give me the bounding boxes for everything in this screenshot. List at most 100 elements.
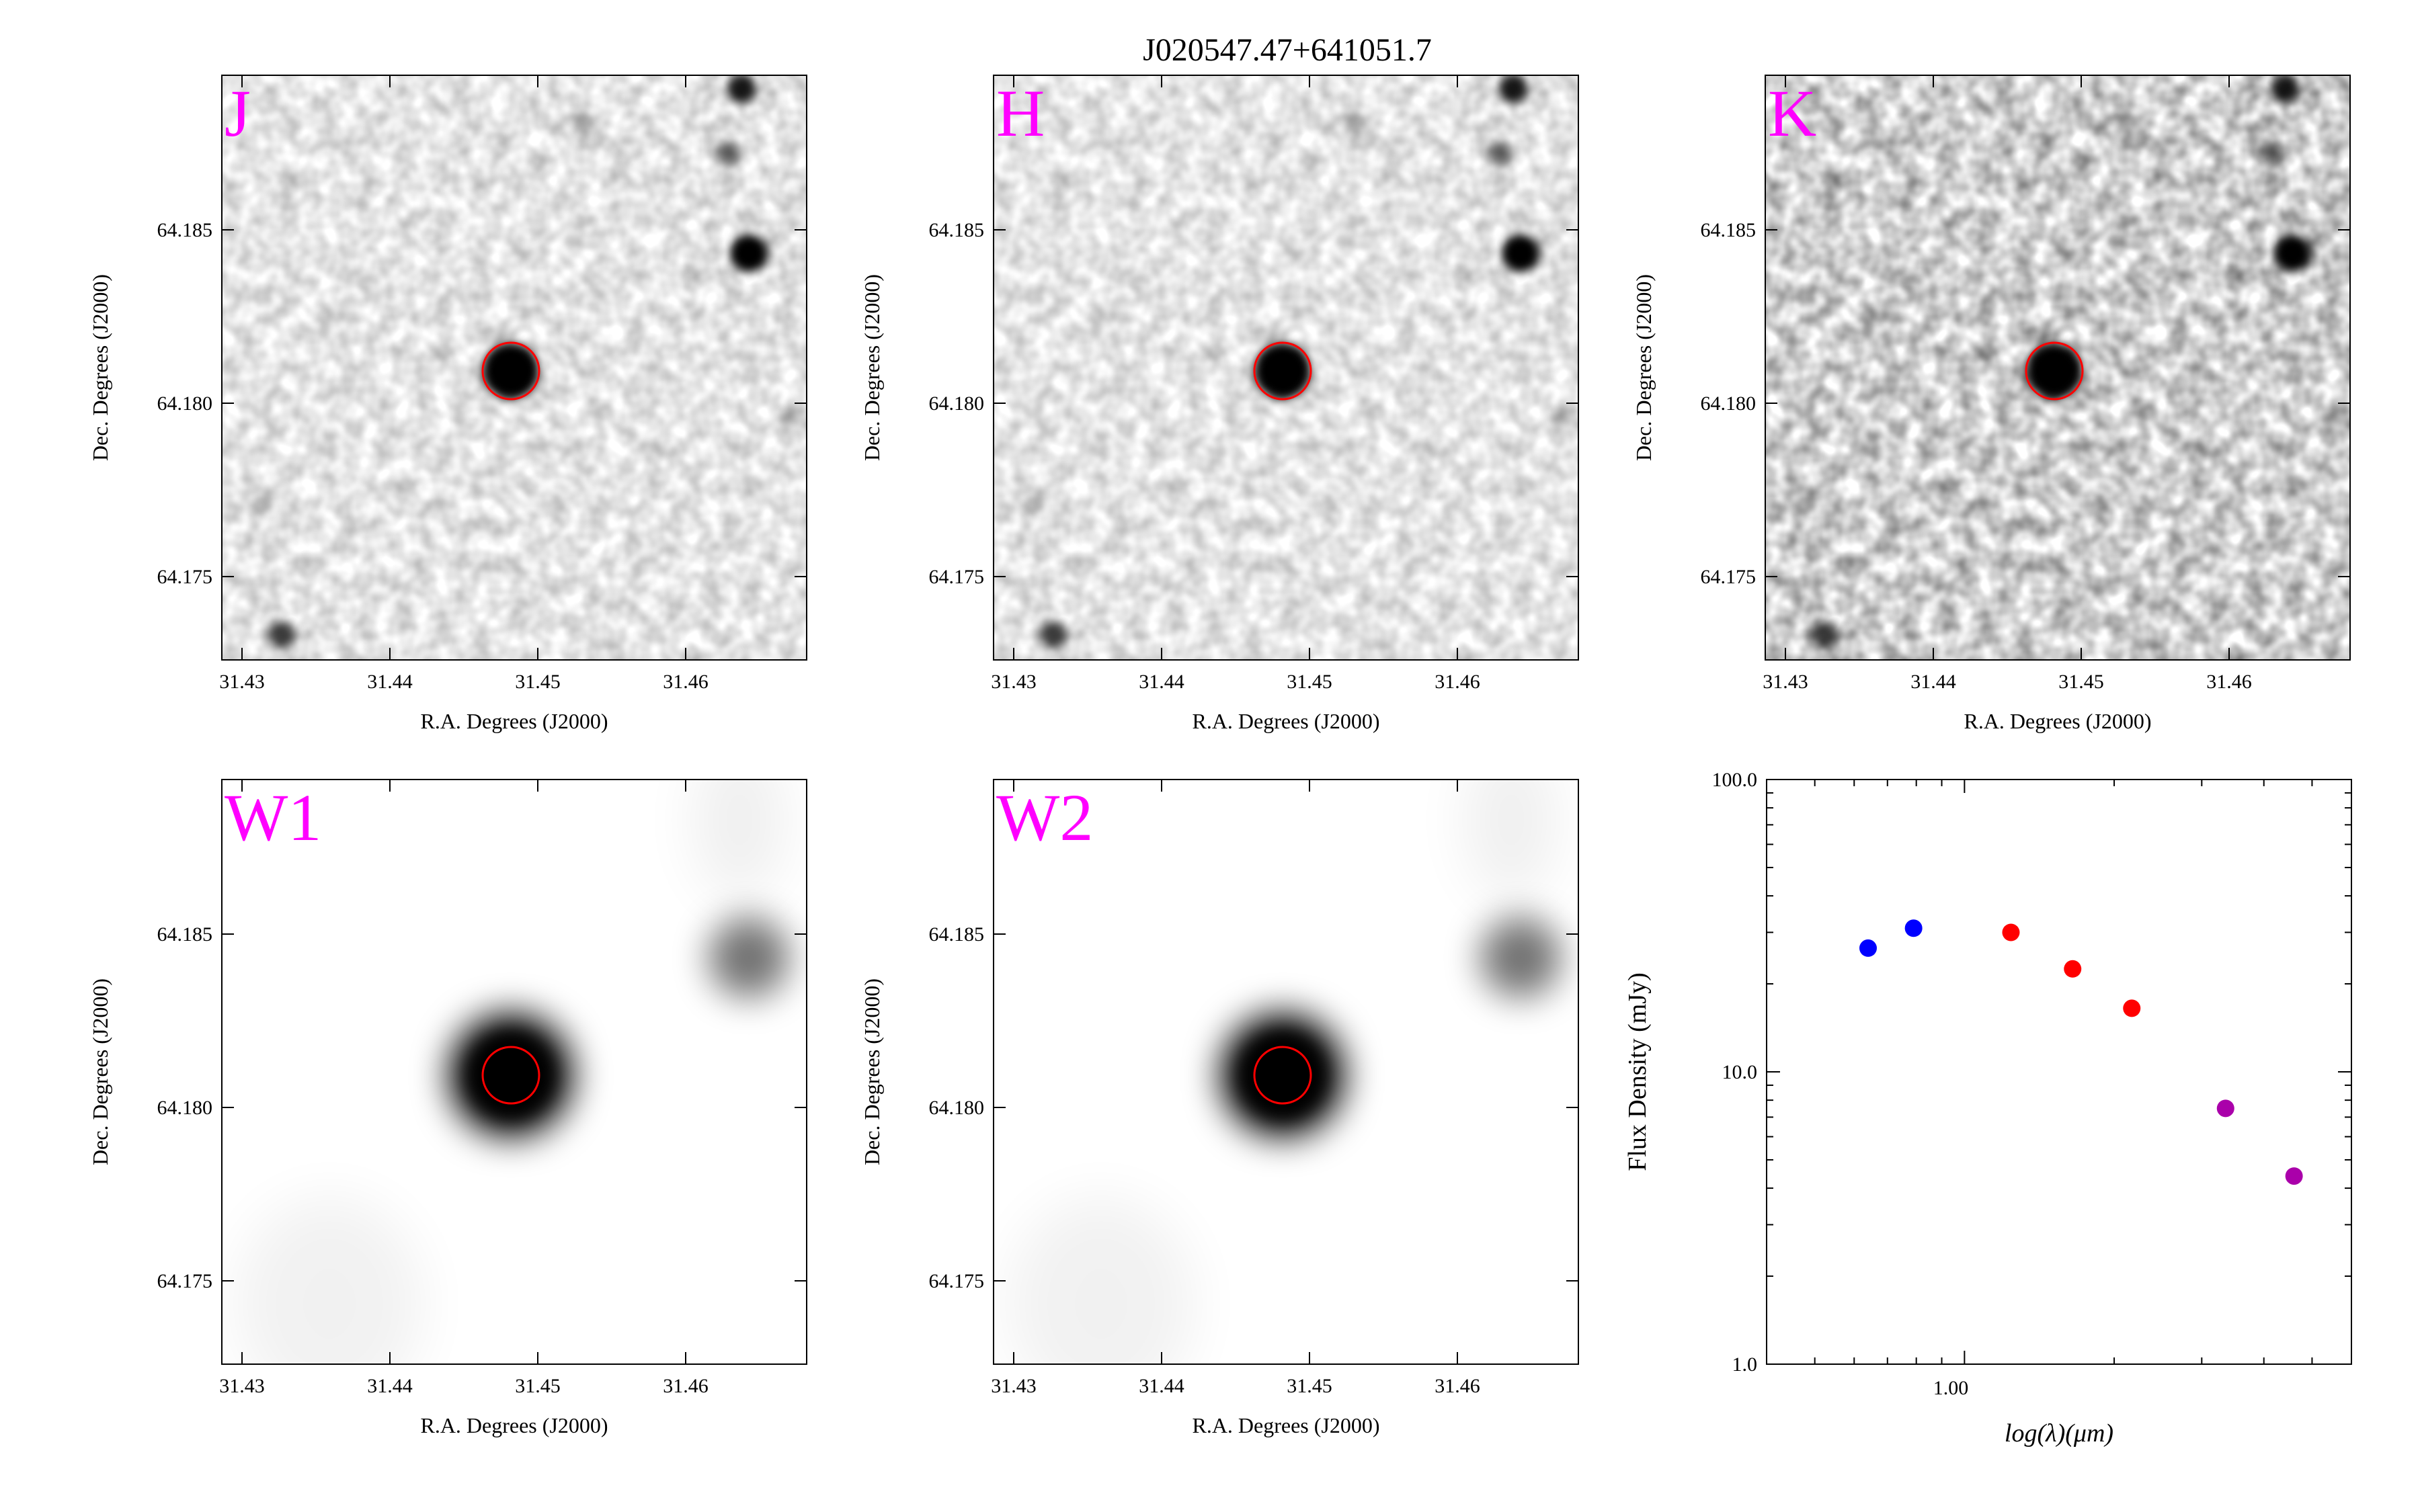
field-star	[2259, 142, 2284, 166]
field-star	[1796, 496, 1815, 515]
field-star	[269, 621, 296, 648]
panel-frame	[221, 75, 807, 661]
y-axis-label: Dec. Degrees (J2000)	[860, 274, 884, 461]
sed-point	[1859, 939, 1877, 957]
dec-tick-label: 64.180	[157, 392, 213, 415]
sed-ytick-label: 100.0	[1712, 769, 1758, 791]
diffuse-emission	[692, 780, 787, 900]
field-star	[1024, 496, 1043, 515]
sed-point	[2002, 923, 2020, 941]
aperture-circle	[1253, 1046, 1312, 1105]
sed-ytick-label: 10.0	[1722, 1061, 1758, 1083]
x-axis-label: R.A. Degrees (J2000)	[420, 1413, 608, 1437]
dec-tick-label: 64.185	[929, 219, 985, 241]
dec-tick-label: 64.180	[929, 1097, 985, 1119]
sed-xtick-label: 1.00	[1933, 1377, 1969, 1399]
ra-tick-label: 31.46	[663, 1375, 709, 1397]
field-star	[1551, 407, 1570, 426]
cutout-image	[222, 75, 807, 660]
dec-tick-label: 64.185	[1701, 219, 1757, 241]
sed-point	[2123, 999, 2141, 1017]
band-label: W2	[996, 780, 1093, 855]
dec-tick-label: 64.185	[929, 923, 985, 946]
image-panel-w1: 31.43 31.44 31.45 31.46 64.185 64.180 64.175 W1…	[88, 779, 807, 1437]
sed-point	[1904, 919, 1923, 937]
panel-frame	[993, 75, 1579, 661]
sed-point	[2216, 1099, 2234, 1118]
panel-frame	[993, 779, 1579, 1365]
dec-tick-label: 64.175	[157, 1270, 213, 1292]
field-star	[1480, 917, 1561, 998]
aperture-circle	[481, 341, 540, 401]
ra-tick-label: 31.46	[2206, 671, 2252, 693]
field-star	[1254, 343, 1311, 399]
cutout-image	[1765, 75, 2350, 660]
ra-tick-label: 31.43	[991, 671, 1037, 693]
field-star	[1344, 114, 1366, 135]
ra-tick-label: 31.43	[991, 1375, 1037, 1397]
field-star	[727, 75, 756, 103]
diffuse-emission	[235, 1196, 424, 1364]
field-star	[716, 142, 740, 166]
sed-ytick-label: 1.0	[1732, 1353, 1758, 1376]
dec-tick-label: 64.175	[929, 1270, 985, 1292]
image-panel-j: 31.43 31.44 31.45 31.46 64.185 64.180 64.175 J R…	[88, 75, 807, 733]
ra-tick-label: 31.45	[515, 1375, 561, 1397]
ra-tick-label: 31.44	[1139, 1375, 1184, 1397]
field-star	[2323, 407, 2342, 426]
ra-tick-label: 31.43	[219, 1375, 265, 1397]
ra-tick-label: 31.46	[1435, 1375, 1480, 1397]
band-label: H	[996, 76, 1045, 151]
x-axis-label: R.A. Degrees (J2000)	[1964, 709, 2151, 733]
x-axis-label: R.A. Degrees (J2000)	[1192, 1413, 1379, 1437]
cutout-image	[994, 75, 1578, 660]
field-star	[1041, 621, 1067, 648]
field-star	[709, 917, 789, 998]
image-panel-grid: 31.43 31.44 31.45 31.46 64.185 64.180 64.175 J R…	[88, 75, 2351, 1437]
ra-tick-label: 31.46	[1435, 671, 1480, 693]
dec-tick-label: 64.185	[157, 219, 213, 241]
field-star	[730, 235, 768, 272]
field-star	[2273, 235, 2311, 272]
y-axis-label: Dec. Degrees (J2000)	[860, 978, 884, 1165]
field-star	[2026, 343, 2083, 399]
band-label: J	[225, 76, 251, 151]
sed-x-axis-label: log(λ)(μm)	[2005, 1419, 2113, 1447]
field-star	[1502, 235, 1539, 272]
dec-tick-label: 64.175	[1701, 566, 1757, 588]
aperture-circle	[481, 1046, 540, 1105]
ra-tick-label: 31.43	[219, 671, 265, 693]
field-star	[2116, 114, 2138, 135]
field-star	[2270, 75, 2300, 103]
field-star	[253, 496, 272, 515]
diffuse-emission	[1464, 780, 1558, 900]
sed-frame	[1766, 779, 2352, 1365]
cutout-image	[222, 780, 807, 1364]
ra-tick-label: 31.44	[367, 1375, 413, 1397]
y-axis-label: Dec. Degrees (J2000)	[88, 274, 112, 461]
image-panel-w2: 31.43 31.44 31.45 31.46 64.185 64.180 64.175 W2…	[860, 779, 1579, 1437]
aperture-circle	[2025, 341, 2084, 401]
ra-tick-label: 31.45	[2058, 671, 2104, 693]
ra-tick-label: 31.46	[663, 671, 709, 693]
ra-tick-label: 31.44	[367, 671, 413, 693]
dec-tick-label: 64.180	[157, 1097, 213, 1119]
x-axis-label: R.A. Degrees (J2000)	[1192, 709, 1379, 733]
dec-tick-label: 64.175	[929, 566, 985, 588]
dec-tick-label: 64.175	[157, 566, 213, 588]
field-star	[483, 343, 539, 399]
field-star	[1389, 155, 1405, 171]
sed-axis-ticks	[1767, 780, 2352, 1365]
image-panel-k: 31.43 31.44 31.45 31.46 64.185 64.180 64.175 K R…	[1631, 75, 2351, 733]
field-star	[780, 407, 799, 426]
image-panel-h: 31.43 31.44 31.45 31.46 64.185 64.180 64.175 H R…	[860, 75, 1579, 733]
dec-tick-label: 64.180	[929, 392, 985, 415]
ra-tick-label: 31.44	[1910, 671, 1956, 693]
panel-frame	[1765, 75, 2351, 661]
ra-tick-label: 31.45	[1287, 1375, 1332, 1397]
ra-tick-label: 31.43	[1763, 671, 1808, 693]
sed-data-points	[1859, 919, 2303, 1185]
band-label: W1	[225, 780, 321, 855]
ra-tick-label: 31.45	[1287, 671, 1332, 693]
